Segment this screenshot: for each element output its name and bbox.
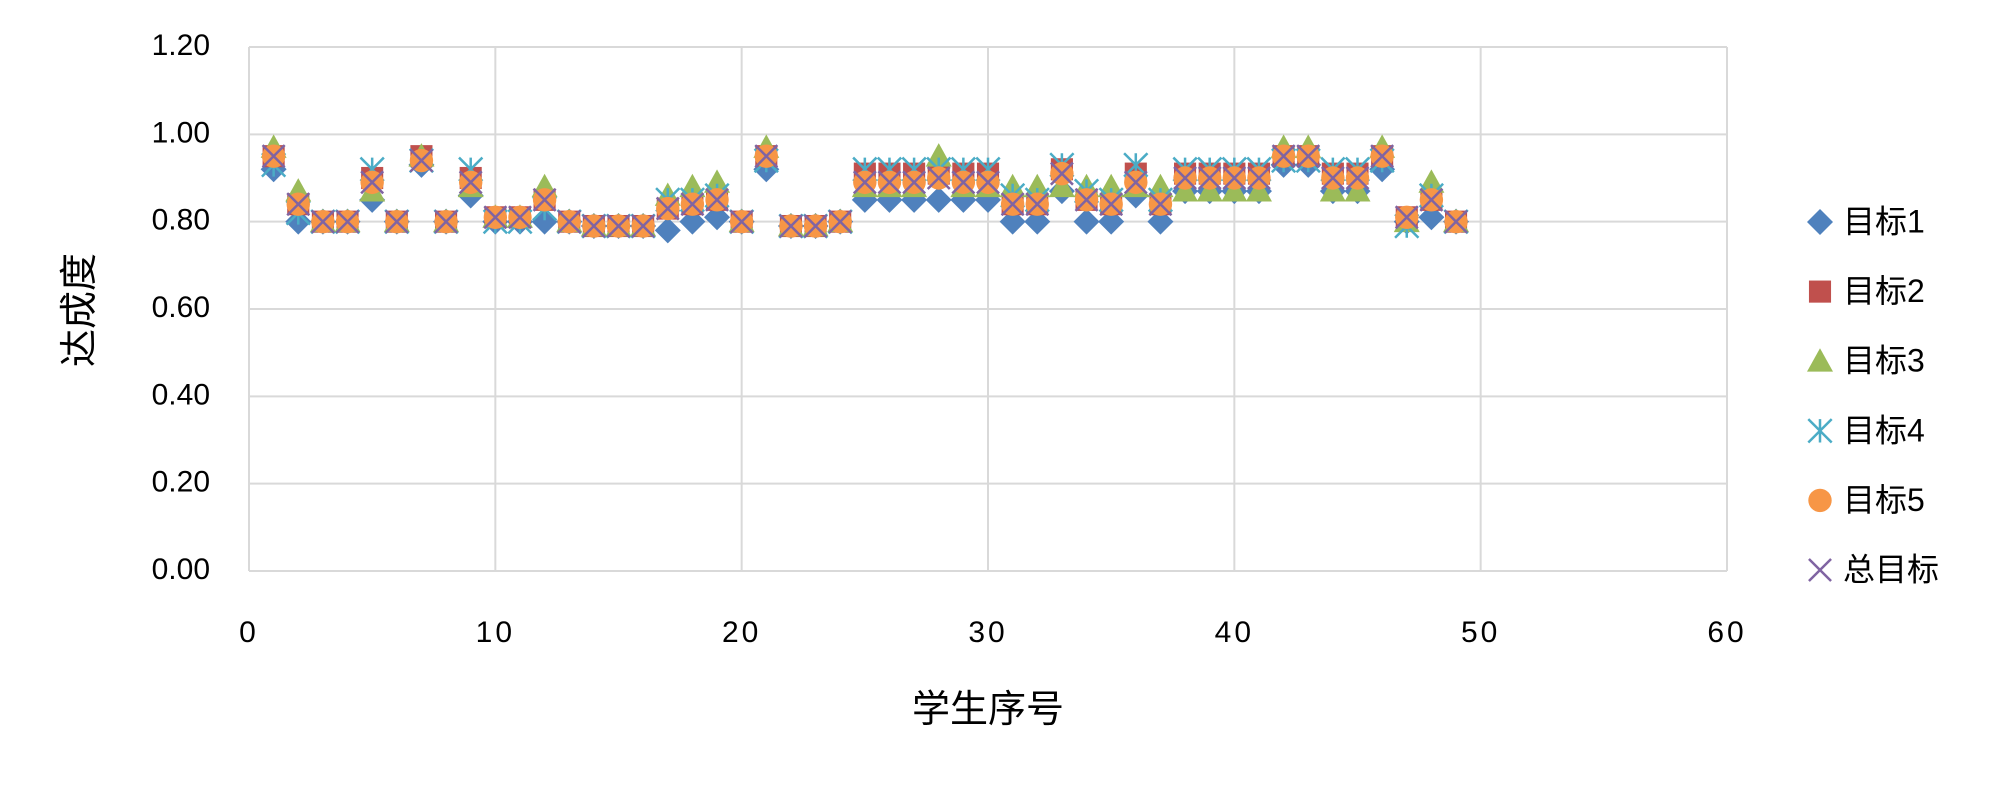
- marker-x: [976, 170, 1000, 195]
- marker-x: [902, 170, 927, 195]
- marker-triangle: [1344, 178, 1371, 202]
- x-tick-label: 20: [722, 616, 761, 649]
- x-tick-label: 30: [968, 616, 1007, 649]
- marker-triangle: [1807, 348, 1833, 372]
- marker-asterisk: [1807, 418, 1833, 444]
- legend-label: 目标4: [1843, 412, 1925, 448]
- marker-x: [1173, 166, 1198, 190]
- legend-label: 目标5: [1843, 482, 1925, 518]
- marker-x: [458, 170, 483, 195]
- marker-triangle: [1172, 178, 1199, 202]
- marker-x: [532, 187, 557, 212]
- marker-x: [1247, 166, 1271, 190]
- marker-x: [1049, 161, 1074, 186]
- marker-x: [1419, 187, 1444, 212]
- marker-x: [705, 187, 729, 212]
- marker-triangle: [1098, 173, 1125, 198]
- marker-x: [1074, 187, 1099, 212]
- marker-x: [754, 144, 779, 169]
- marker-x: [1222, 166, 1247, 190]
- marker-x: [310, 209, 335, 234]
- marker-x: [926, 166, 951, 190]
- marker-x: [778, 214, 803, 238]
- marker-x: [1148, 192, 1173, 217]
- legend-label: 目标1: [1843, 203, 1925, 239]
- marker-x: [409, 148, 434, 173]
- x-tick-label: 10: [476, 616, 515, 649]
- marker-x: [1123, 170, 1148, 195]
- marker-triangle: [679, 173, 706, 198]
- marker-x: [1370, 144, 1395, 169]
- x-tick-label: 60: [1707, 616, 1746, 649]
- marker-x: [1394, 205, 1419, 230]
- y-tick-label: 0.00: [152, 553, 210, 586]
- legend-label: 目标2: [1843, 273, 1925, 309]
- marker-triangle: [1048, 173, 1075, 198]
- marker-x: [655, 196, 680, 221]
- x-tick-label: 50: [1461, 616, 1500, 649]
- x-tick-label: 40: [1215, 616, 1254, 649]
- marker-triangle: [925, 143, 952, 167]
- marker-x: [508, 205, 532, 230]
- marker-circle: [1808, 488, 1832, 513]
- marker-x: [384, 209, 409, 234]
- marker-diamond: [1807, 209, 1833, 235]
- legend-label: 目标3: [1843, 343, 1925, 379]
- marker-x: [680, 192, 705, 217]
- marker-x: [877, 170, 902, 195]
- legend-label: 总目标: [1843, 551, 1939, 587]
- marker-x: [557, 209, 582, 234]
- marker-triangle: [1319, 178, 1346, 202]
- marker-x: [606, 214, 631, 238]
- marker-triangle: [1024, 173, 1051, 198]
- marker-triangle: [1221, 178, 1248, 202]
- marker-x: [1271, 144, 1296, 169]
- marker-diamond: [1073, 208, 1100, 235]
- marker-x: [729, 209, 754, 234]
- y-tick-label: 0.20: [152, 466, 210, 499]
- x-tick-label: 0: [239, 616, 259, 649]
- y-tick-label: 0.80: [152, 204, 210, 237]
- y-axis-title: 达成度: [59, 253, 101, 367]
- y-tick-label: 1.00: [152, 116, 210, 149]
- marker-triangle: [1245, 178, 1272, 202]
- marker-square: [1808, 280, 1832, 303]
- marker-x: [1197, 166, 1222, 190]
- marker-x: [1000, 192, 1025, 217]
- marker-x: [483, 205, 508, 230]
- marker-x: [1025, 192, 1050, 217]
- marker-x: [286, 192, 311, 217]
- marker-x: [1345, 166, 1370, 190]
- marker-diamond: [925, 186, 952, 213]
- marker-triangle: [1196, 178, 1223, 202]
- marker-x: [852, 170, 877, 195]
- marker-x: [1320, 166, 1345, 190]
- marker-x: [1808, 558, 1832, 582]
- marker-x: [581, 214, 606, 238]
- marker-x: [261, 144, 286, 169]
- y-tick-label: 1.20: [152, 29, 210, 62]
- marker-x: [1296, 144, 1321, 169]
- marker-x: [1444, 209, 1468, 234]
- y-tick-label: 0.40: [152, 378, 210, 411]
- marker-x: [360, 170, 385, 195]
- marker-x: [803, 214, 828, 238]
- marker-x: [434, 209, 459, 234]
- marker-x: [335, 209, 360, 234]
- marker-x: [951, 170, 976, 195]
- marker-triangle: [1147, 173, 1174, 198]
- marker-x: [1099, 192, 1124, 217]
- marker-diamond: [654, 217, 681, 244]
- marker-triangle: [704, 169, 731, 193]
- marker-x: [828, 209, 853, 234]
- marker-x: [631, 214, 656, 238]
- x-axis-title: 学生序号: [912, 689, 1064, 731]
- marker-triangle: [1418, 169, 1445, 193]
- y-tick-label: 0.60: [152, 291, 210, 324]
